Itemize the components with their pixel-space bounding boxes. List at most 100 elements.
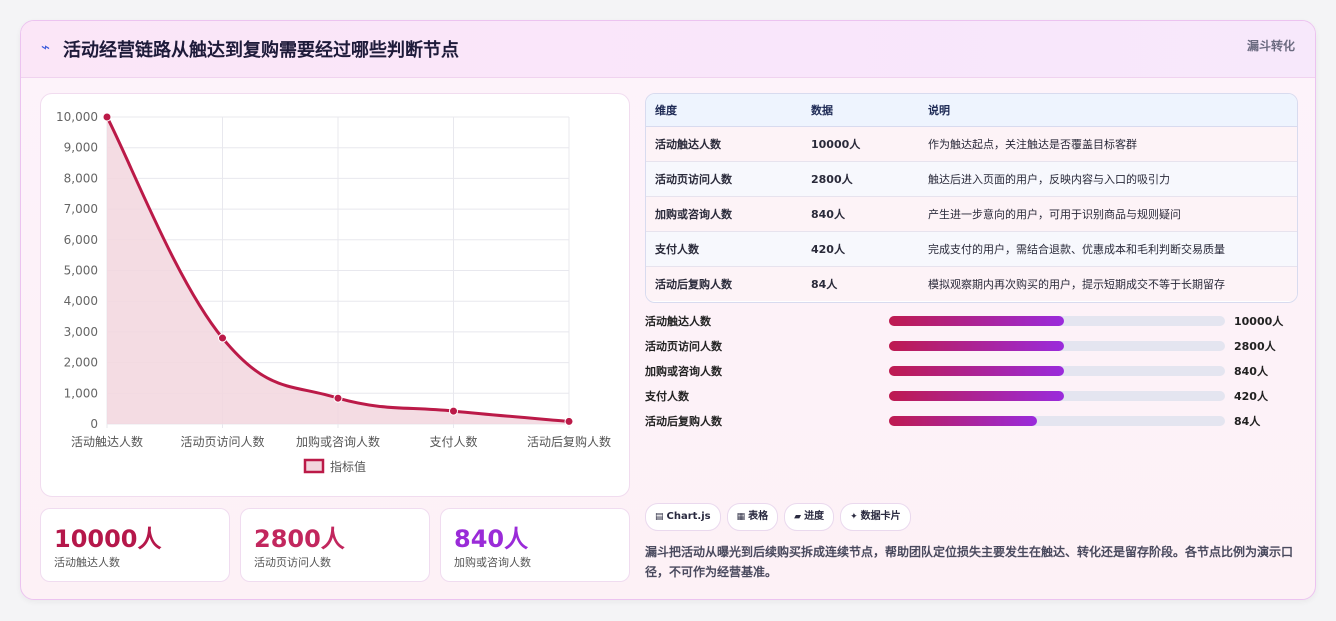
progress-fill [889, 341, 1064, 351]
chip-label: 表格 [748, 511, 769, 522]
progress-icon: ▰ [794, 512, 802, 522]
progress-value: 840人 [1234, 365, 1268, 378]
y-tick-label: 8,000 [64, 171, 98, 185]
progress-row: 活动后复购人数 84人 [645, 411, 1305, 436]
progress-fill [889, 391, 1064, 401]
table-cell: 活动页访问人数 [646, 161, 802, 197]
stat-value: 10000人 [54, 525, 162, 553]
progress-fill [889, 416, 1037, 426]
chip-label: 数据卡片 [860, 511, 901, 522]
dashboard-card: ⌁ 活动经营链路从触达到复购需要经过哪些判断节点 漏斗转化 0 1,000 2,00… [20, 20, 1316, 600]
progress-track [889, 316, 1225, 326]
x-tick-label: 活动后复购人数 [527, 434, 611, 449]
progress-value: 2800人 [1234, 340, 1276, 353]
data-table: 维度 数据 说明 活动触达人数 10000人 作为触达起点，关注触达是否覆盖目标… [646, 94, 1297, 301]
table-cell: 作为触达起点，关注触达是否覆盖目标客群 [919, 126, 1297, 162]
column-header: 数据 [802, 94, 919, 127]
x-tick-label: 支付人数 [429, 434, 477, 449]
table-cell: 84人 [802, 266, 919, 301]
page-title: 活动经营链路从触达到复购需要经过哪些判断节点 [63, 40, 459, 61]
progress-fill [889, 316, 1064, 326]
table-cell: 活动触达人数 [646, 126, 802, 162]
series-area [107, 117, 569, 424]
table-cell: 产生进一步意向的用户，可用于识别商品与规则疑问 [919, 196, 1297, 232]
sparkle-icon: ✦ [850, 512, 858, 522]
legend-label: 指标值 [330, 459, 366, 474]
table-cell: 10000人 [802, 126, 919, 162]
progress-label: 活动后复购人数 [645, 415, 722, 428]
x-tick-label: 活动页访问人数 [180, 434, 264, 449]
data-table-panel: 维度 数据 说明 活动触达人数 10000人 作为触达起点，关注触达是否覆盖目标… [645, 93, 1298, 303]
funnel-line-chart[interactable]: 0 1,000 2,000 3,000 4,000 5,000 6,000 7,000 8,00… [41, 94, 629, 496]
table-icon: ▦ [736, 512, 746, 522]
pulse-icon: ⌁ [41, 38, 51, 56]
column-header: 维度 [646, 94, 802, 127]
y-tick-label: 6,000 [64, 233, 98, 247]
stat-label: 活动触达人数 [54, 556, 120, 569]
category-tag: 漏斗转化 [1246, 39, 1295, 53]
table-cell: 加购或咨询人数 [646, 196, 802, 232]
table-cell: 支付人数 [646, 231, 802, 267]
chip-data-card[interactable]: ✦ 数据卡片 [840, 503, 911, 531]
progress-value: 420人 [1234, 390, 1268, 403]
data-point [333, 393, 343, 403]
y-tick-label: 9,000 [64, 141, 98, 155]
progress-track [889, 366, 1225, 376]
legend-swatch [303, 458, 325, 474]
stat-card-cart: 840人 加购或咨询人数 [440, 508, 630, 582]
table-cell: 2800人 [802, 161, 919, 197]
chip-label: 进度 [804, 511, 825, 522]
y-tick-label: 0 [90, 417, 98, 431]
progress-value: 84人 [1234, 415, 1261, 428]
progress-track [889, 391, 1225, 401]
table-cell: 840人 [802, 196, 919, 232]
table-header-row: 维度 数据 说明 [646, 94, 1297, 127]
progress-row: 支付人数 420人 [645, 386, 1305, 411]
table-cell: 420人 [802, 231, 919, 267]
progress-row: 活动触达人数 10000人 [645, 311, 1305, 336]
stat-label: 活动页访问人数 [254, 556, 331, 569]
progress-row: 加购或咨询人数 840人 [645, 361, 1305, 386]
y-tick-label: 4,000 [64, 294, 98, 308]
data-point [102, 112, 112, 122]
progress-row: 活动页访问人数 2800人 [645, 336, 1305, 361]
card-header: ⌁ 活动经营链路从触达到复购需要经过哪些判断节点 漏斗转化 [21, 21, 1315, 78]
y-tick-label: 7,000 [64, 202, 98, 216]
data-point [218, 333, 227, 343]
stat-value: 2800人 [254, 525, 345, 553]
y-tick-label: 10,000 [56, 110, 98, 124]
progress-track [889, 341, 1225, 351]
stat-label: 加购或咨询人数 [454, 556, 531, 569]
table-cell: 模拟观察期内再次购买的用户，提示短期成交不等于长期留存 [919, 266, 1297, 301]
progress-label: 支付人数 [645, 390, 689, 403]
chart-icon: ▤ [655, 512, 664, 522]
progress-list: 活动触达人数 10000人 活动页访问人数 2800人 加购或咨询人数 840人… [645, 311, 1305, 436]
y-tick-label: 2,000 [64, 356, 98, 370]
table-cell: 触达后进入页面的用户，反映内容与入口的吸引力 [919, 161, 1297, 197]
chip-chartjs[interactable]: ▤ Chart.js [645, 503, 721, 531]
stat-card-visit: 2800人 活动页访问人数 [240, 508, 430, 582]
table-row: 活动后复购人数 84人 模拟观察期内再次购买的用户，提示短期成交不等于长期留存 [646, 266, 1297, 301]
chip-table[interactable]: ▦ 表格 [726, 503, 779, 531]
line-chart-panel: 0 1,000 2,000 3,000 4,000 5,000 6,000 7,000 8,00… [40, 93, 630, 497]
y-tick-label: 3,000 [64, 325, 98, 339]
chip-label: Chart.js [666, 511, 711, 522]
series-line [105, 116, 570, 423]
stat-value: 840人 [454, 525, 529, 553]
column-header: 说明 [919, 94, 1297, 127]
progress-fill [889, 366, 1064, 376]
x-tick-label: 活动触达人数 [71, 434, 143, 449]
tech-chips: ▤ Chart.js ▦ 表格 ▰ 进度 ✦ 数据卡片 [645, 503, 917, 531]
table-row: 支付人数 420人 完成支付的用户，需结合退款、优惠成本和毛利判断交易质量 [646, 231, 1297, 267]
x-tick-label: 加购或咨询人数 [296, 434, 380, 449]
data-point [564, 416, 574, 426]
description-note: 漏斗把活动从曝光到后续购买拆成连续节点，帮助团队定位损失主要发生在触达、转化还是… [645, 545, 1294, 579]
table-cell: 活动后复购人数 [646, 266, 802, 301]
table-row: 加购或咨询人数 840人 产生进一步意向的用户，可用于识别商品与规则疑问 [646, 196, 1297, 232]
progress-label: 活动页访问人数 [645, 340, 722, 353]
chip-progress[interactable]: ▰ 进度 [784, 503, 835, 531]
table-row: 活动触达人数 10000人 作为触达起点，关注触达是否覆盖目标客群 [646, 126, 1297, 162]
stat-card-reach: 10000人 活动触达人数 [40, 508, 230, 582]
y-tick-label: 5,000 [64, 264, 98, 278]
table-row: 活动页访问人数 2800人 触达后进入页面的用户，反映内容与入口的吸引力 [646, 161, 1297, 197]
